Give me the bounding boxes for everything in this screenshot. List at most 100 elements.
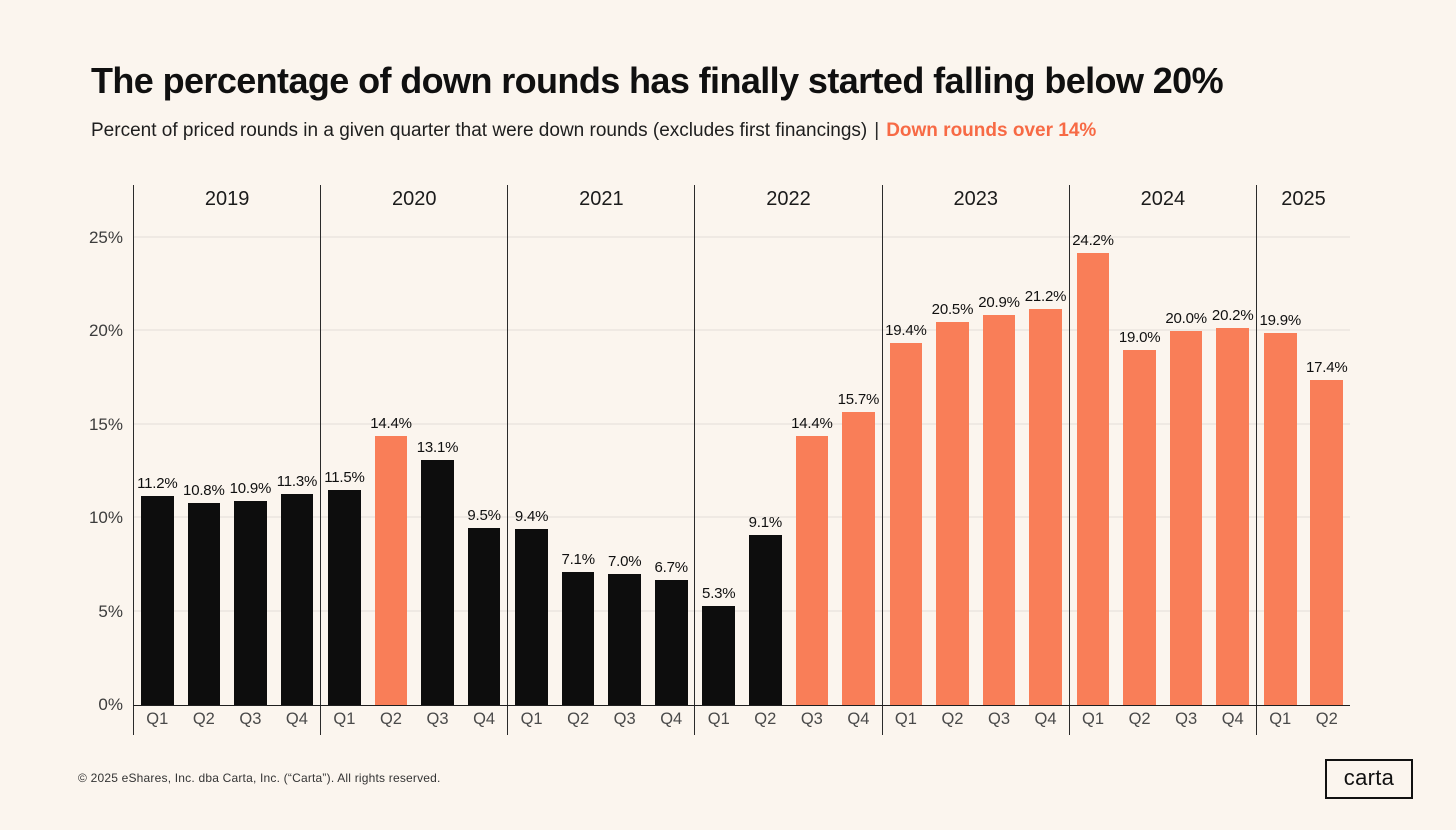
bar-slot-2020-Q4: 9.5% <box>461 507 508 705</box>
bar-value-label: 20.2% <box>1211 306 1254 324</box>
bar-value-label: 13.1% <box>416 439 459 457</box>
carta-logo: carta <box>1325 759 1413 799</box>
bar-value-label: 19.0% <box>1118 329 1161 347</box>
y-tick-label: 20% <box>88 321 123 341</box>
year-label-2023: 2023 <box>953 188 998 210</box>
bar-slot-2025-Q2: 17.4% <box>1303 359 1350 705</box>
bar-2025-Q1[interactable] <box>1263 333 1297 705</box>
chart-plot-area: 2019 11.2% 10.8% 10.9% 11.3% 2020 11.5% 14.4% 13… <box>133 185 1350 705</box>
year-label-2024: 2024 <box>1140 188 1186 210</box>
y-tick-label: 25% <box>88 228 123 247</box>
bar-2019-Q2[interactable] <box>187 503 221 705</box>
bar-slot-2024-Q3: 20.0% <box>1163 310 1210 705</box>
bar-2019-Q4[interactable] <box>280 493 314 705</box>
x-tick-label-2024-Q4: Q4 <box>1221 710 1244 728</box>
bar-2022-Q2[interactable] <box>749 535 782 705</box>
x-axis-group-2025: Q1 Q2 <box>1255 706 1350 735</box>
year-section-2022: 2022 5.3% 9.1% 14.4% 15.7% <box>694 185 881 705</box>
y-tick-label: 0% <box>98 695 123 714</box>
bar-value-label: 24.2% <box>1072 231 1114 249</box>
bar-value-label: 5.3% <box>702 585 736 602</box>
year-sections: 2019 11.2% 10.8% 10.9% 11.3% 2020 11.5% 14.4% 13… <box>133 185 1350 705</box>
gridline <box>133 422 1350 425</box>
bar-slot-2023-Q2: 20.5% <box>929 301 976 705</box>
bar-slot-2020-Q1: 11.5% <box>321 469 368 705</box>
bar-2023-Q1[interactable] <box>889 342 923 705</box>
bar-2021-Q1[interactable] <box>515 529 548 705</box>
bar-value-label: 14.4% <box>370 415 412 433</box>
bar-2023-Q3[interactable] <box>982 314 1016 705</box>
subtitle-highlight: Down rounds over 14% <box>886 120 1097 141</box>
x-tick-label-2023-Q2: Q2 <box>941 710 964 728</box>
x-axis: Q1 Q2 Q3 Q4 Q1 Q2 Q3 Q4 Q1 Q2 Q3 Q4 Q1 Q2 Q3 Q4 Q1 Q2 Q3 Q4… <box>133 705 1350 735</box>
year-section-2019: 2019 11.2% 10.8% 10.9% 11.3% <box>133 185 320 705</box>
carta-logo-text: carta <box>1343 764 1395 790</box>
y-tick-label: 15% <box>88 414 123 434</box>
bar-value-label: 20.9% <box>978 293 1020 311</box>
bar-value-label: 19.9% <box>1259 312 1301 330</box>
x-tick-label-2019-Q3: Q3 <box>239 710 262 728</box>
bar-value-label: 11.2% <box>137 474 178 492</box>
x-tick-label-2024-Q3: Q3 <box>1175 710 1198 728</box>
bar-2019-Q3[interactable] <box>234 501 267 705</box>
bar-2024-Q1[interactable] <box>1076 252 1110 705</box>
bar-2024-Q2[interactable] <box>1123 350 1156 705</box>
y-axis-labels: 0% 5% 10% 15% 20% 25% <box>0 0 123 830</box>
bar-2020-Q3[interactable] <box>421 460 454 705</box>
bar-slot-2021-Q3: 7.0% <box>601 553 648 705</box>
y-tick-label: 10% <box>88 508 123 528</box>
year-label-2020: 2020 <box>391 188 437 210</box>
bar-2021-Q4[interactable] <box>654 579 688 705</box>
x-tick-label-2021-Q2: Q2 <box>567 710 590 728</box>
bar-value-label: 21.2% <box>1024 287 1067 305</box>
year-section-2025: 2025 19.9% 17.4% <box>1255 185 1350 705</box>
bar-value-label: 20.0% <box>1165 310 1207 328</box>
bar-2023-Q4[interactable] <box>1029 308 1062 705</box>
bars-row: 11.2% 10.8% 10.9% 11.3% <box>134 185 320 705</box>
copyright-text: © 2025 eShares, Inc. dba Carta, Inc. (“C… <box>78 771 441 785</box>
bar-2023-Q2[interactable] <box>936 322 969 705</box>
x-tick-label-2022-Q2: Q2 <box>754 710 777 728</box>
x-axis-group-2024: Q1 Q2 Q3 Q4 <box>1068 706 1256 735</box>
x-tick-label-2023-Q3: Q3 <box>987 710 1010 728</box>
x-tick-label-2020-Q2: Q2 <box>379 710 402 728</box>
bar-2025-Q2[interactable] <box>1310 379 1344 705</box>
bar-2022-Q4[interactable] <box>842 411 875 705</box>
chart-subtitle: Percent of priced rounds in a given quar… <box>91 120 1096 142</box>
bar-slot-2021-Q2: 7.1% <box>555 551 602 705</box>
bar-slot-2022-Q4: 15.7% <box>835 391 882 705</box>
bar-value-label: 19.4% <box>885 321 927 339</box>
gridline <box>133 516 1350 519</box>
bar-2022-Q3[interactable] <box>795 436 829 705</box>
x-axis-group-2022: Q1 Q2 Q3 Q4 <box>694 706 881 735</box>
bar-slot-2019-Q1: 11.2% <box>134 475 181 705</box>
bar-2020-Q2[interactable] <box>374 436 408 705</box>
bar-2024-Q4[interactable] <box>1216 327 1249 705</box>
bars-row: 9.4% 7.1% 7.0% 6.7% <box>508 185 694 705</box>
bar-value-label: 11.5% <box>324 469 365 487</box>
year-label-2025: 2025 <box>1281 188 1326 210</box>
bar-2020-Q1[interactable] <box>328 490 361 705</box>
x-tick-label-2019-Q1: Q1 <box>146 710 169 728</box>
x-tick-label-2024-Q1: Q1 <box>1082 710 1105 728</box>
bar-value-label: 11.3% <box>276 472 318 490</box>
bars-row: 24.2% 19.0% 20.0% 20.2% <box>1070 185 1256 705</box>
bar-value-label: 10.9% <box>229 480 272 498</box>
year-section-2024: 2024 24.2% 19.0% 20.0% 20.2% <box>1068 185 1256 705</box>
x-tick-label-2024-Q2: Q2 <box>1128 710 1151 728</box>
bar-2024-Q3[interactable] <box>1169 331 1203 705</box>
bar-value-label: 7.0% <box>607 553 642 571</box>
x-tick-label-2019-Q4: Q4 <box>285 710 308 728</box>
bar-slot-2022-Q1: 5.3% <box>695 585 742 705</box>
subtitle-separator: | <box>874 120 880 141</box>
bar-value-label: 10.8% <box>183 482 225 500</box>
bar-value-label: 6.7% <box>654 558 689 576</box>
bar-2019-Q1[interactable] <box>140 495 174 705</box>
bar-2022-Q1[interactable] <box>702 606 736 705</box>
x-axis-group-2021: Q1 Q2 Q3 Q4 <box>507 706 694 735</box>
bar-2021-Q2[interactable] <box>561 572 595 705</box>
bar-slot-2025-Q1: 19.9% <box>1257 312 1304 705</box>
bar-2021-Q3[interactable] <box>608 574 641 705</box>
bar-2020-Q4[interactable] <box>467 527 501 705</box>
